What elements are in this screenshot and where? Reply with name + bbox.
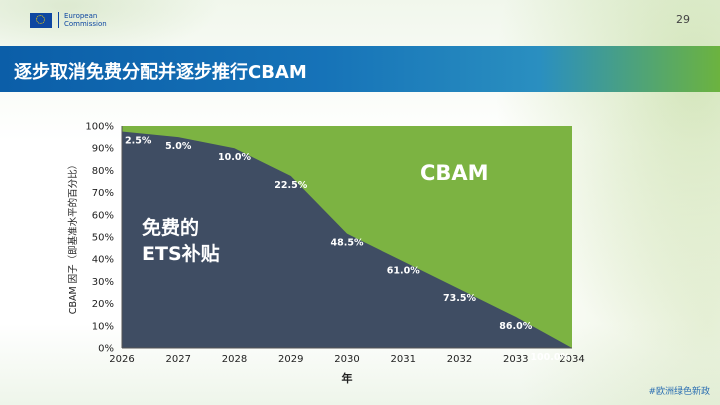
eu-flag-icon xyxy=(30,12,52,28)
y-tick-label: 50% xyxy=(92,233,114,244)
logo-line1: European xyxy=(64,12,98,20)
x-tick-label: 2029 xyxy=(278,354,303,365)
logo-line2: Commission xyxy=(64,20,107,28)
x-tick-label: 2027 xyxy=(166,354,191,365)
data-label: 73.5% xyxy=(443,293,476,304)
chart-container: 0% 10% 20% 30% 40% 50% 60% 70% 80% 90% 100% 2026 202… xyxy=(60,110,620,390)
slide-title: 逐步取消免费分配并逐步推行CBAM xyxy=(14,62,307,83)
cbam-area-chart: 0% 10% 20% 30% 40% 50% 60% 70% 80% 90% 100% 2026 202… xyxy=(67,122,585,386)
data-label: 86.0% xyxy=(499,321,532,332)
data-label: 100.0% xyxy=(530,352,570,363)
y-tick-label: 70% xyxy=(92,188,114,199)
free-allocation-label-line1: 免费的 xyxy=(142,216,199,239)
data-label: 5.0% xyxy=(165,141,192,152)
y-tick-label: 10% xyxy=(92,321,114,332)
footer-hashtag: #欧洲绿色新政 xyxy=(648,387,710,397)
y-tick-label: 40% xyxy=(92,255,114,266)
x-tick-label: 2031 xyxy=(391,354,416,365)
data-label: 61.0% xyxy=(387,265,420,276)
title-bar: 逐步取消免费分配并逐步推行CBAM xyxy=(0,46,720,92)
free-allocation-area xyxy=(122,131,572,348)
y-tick-label: 30% xyxy=(92,277,114,288)
y-tick-label: 60% xyxy=(92,210,114,221)
data-label: 2.5% xyxy=(125,136,152,147)
data-label: 22.5% xyxy=(274,180,307,191)
data-label: 48.5% xyxy=(331,238,364,249)
x-tick-label: 2034 xyxy=(559,354,584,365)
page-number: 29 xyxy=(676,13,690,26)
european-commission-logo: European Commission xyxy=(30,12,107,28)
data-label: 10.0% xyxy=(218,152,251,163)
y-axis-title: CBAM 因子（即基准水平的百分比） xyxy=(67,160,79,314)
cbam-area-label: CBAM xyxy=(420,161,489,185)
y-tick-label: 20% xyxy=(92,299,114,310)
y-tick-label: 80% xyxy=(92,166,114,177)
x-tick-label: 2032 xyxy=(447,354,472,365)
logo-text: European Commission xyxy=(58,12,107,28)
y-tick-label: 0% xyxy=(98,344,114,355)
slide-header: European Commission 29 xyxy=(0,0,720,40)
x-tick-label: 2026 xyxy=(109,354,134,365)
x-tick-label: 2033 xyxy=(503,354,528,365)
x-tick-label: 2030 xyxy=(334,354,359,365)
x-axis-title: 年 xyxy=(342,371,353,385)
y-tick-label: 90% xyxy=(92,144,114,155)
free-allocation-label-line2: ETS补贴 xyxy=(142,242,220,265)
x-tick-label: 2028 xyxy=(222,354,247,365)
y-tick-label: 100% xyxy=(85,122,114,133)
